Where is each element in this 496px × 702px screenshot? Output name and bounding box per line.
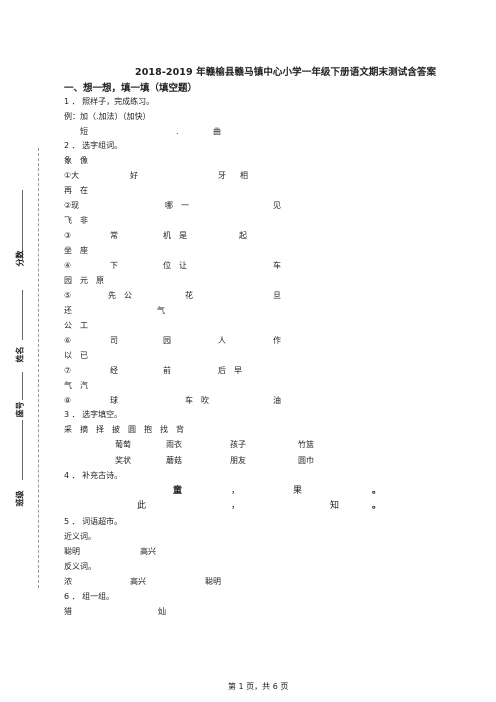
antonym-label: 反义词。	[64, 562, 96, 571]
q2-blank: 司	[110, 336, 118, 345]
q2-blank: 哪 一	[165, 201, 189, 210]
q2-blank: 见	[273, 201, 281, 210]
name-label: 姓名	[15, 346, 25, 363]
q4-poem-punct: ，	[231, 501, 241, 511]
q2-blank: 起	[239, 231, 247, 240]
q4-poem-punct: 。	[372, 486, 382, 496]
q1-item: .	[176, 127, 179, 136]
q4-heading: 4 ． 补充古诗。	[64, 471, 123, 480]
q6-word: 猎	[64, 607, 72, 616]
score-underline	[22, 190, 23, 260]
q5-heading: 5 ． 词语超市。	[64, 517, 123, 526]
q2-blank: 常	[110, 231, 118, 240]
q2-chars: 再 在	[64, 186, 88, 195]
q3-word: 雨衣	[166, 440, 182, 449]
q2-blank: 牙	[218, 171, 226, 180]
q4-poem-punct: ，	[231, 486, 241, 496]
q3-char-list: 采 摘 择 披 圆 抱 找 背	[64, 425, 184, 434]
q2-blank: 后 早	[218, 366, 242, 375]
q6-heading: 6 ． 组一组。	[64, 592, 115, 601]
q2-chars: 气 汽	[64, 381, 88, 390]
q2-blank: 位 让	[163, 261, 187, 270]
q2-chars: 公 工	[64, 321, 88, 330]
synonym-label: 近义词。	[64, 532, 96, 541]
q3-word: 朋友	[230, 456, 246, 465]
antonym-word: 浓	[64, 577, 72, 586]
antonym-word: 高兴	[130, 577, 146, 586]
q3-word: 葡萄	[115, 440, 131, 449]
q4-poem-char: 果	[293, 486, 303, 496]
seat-label: 座号	[15, 401, 25, 418]
binding-line	[38, 148, 39, 588]
synonym-word: 聪明	[64, 547, 80, 556]
q2-blank: 先 公	[108, 291, 132, 300]
q3-word: 奖状	[115, 456, 131, 465]
q4-poem-char: 知	[330, 501, 340, 511]
q3-word: 竹篮	[298, 440, 314, 449]
q2-blank: 油	[273, 396, 281, 405]
q3-word: 蘑菇	[166, 456, 182, 465]
q2-blank: 作	[273, 336, 281, 345]
q2-blank: 前	[163, 366, 171, 375]
antonym-word: 聪明	[205, 577, 221, 586]
q2-blank: ③	[64, 231, 72, 240]
q4-poem-char: 此	[137, 501, 147, 511]
q4-poem-punct: 。	[372, 501, 382, 511]
q1-item: 曲	[213, 127, 221, 136]
q2-chars: 飞 非	[64, 216, 88, 225]
q2-blank: 经	[110, 366, 118, 375]
q3-heading: 3 ． 选字填空。	[64, 410, 123, 419]
q2-blank: 球	[110, 396, 118, 405]
q2-chars: 园 元 原	[64, 276, 104, 285]
name-underline	[22, 290, 23, 340]
q3-word: 圆巾	[298, 456, 314, 465]
q1-example: 例：加（.加法）（加快）	[64, 112, 151, 121]
q2-blank: 人	[218, 336, 226, 345]
class-label: 班级	[15, 490, 25, 507]
q4-poem-char: 童	[173, 486, 183, 496]
q6-word: 灿	[158, 607, 166, 616]
q2-blank: ⑤	[64, 291, 72, 300]
q1-item: 短	[80, 127, 88, 136]
synonym-word: 高兴	[140, 547, 156, 556]
score-label: 分数	[15, 250, 25, 267]
q2-chars: 以 已	[64, 351, 88, 360]
q2-blank: 旦	[273, 291, 281, 300]
q2-blank: ①大	[64, 171, 80, 180]
q3-word: 孩子	[230, 440, 246, 449]
q2-blank: 车	[273, 261, 281, 270]
q2-blank: ⑦	[64, 366, 72, 375]
q2-blank: 下	[110, 261, 118, 270]
q2-blank: ②现	[64, 201, 80, 210]
q2-blank: 气	[157, 306, 165, 315]
q2-blank: 园	[163, 336, 171, 345]
page-title: 2018-2019 年赣榆县赣马镇中心小学一年级下册语文期末测试含答案	[135, 67, 437, 78]
q2-chars: 还	[64, 306, 72, 315]
q2-chars: 坐 座	[64, 246, 88, 255]
q2-chars: 象 像	[64, 156, 88, 165]
q2-heading: 2 ． 选字组词。	[64, 141, 123, 150]
class-underline	[22, 420, 23, 480]
q2-blank: 相	[240, 171, 248, 180]
q2-blank: ⑥	[64, 336, 72, 345]
q1-heading: 1 ． 照样子，完成练习。	[64, 97, 155, 106]
q2-blank: ⑧	[64, 396, 72, 405]
section-heading: 一、想一想，填一填（填空题）	[64, 83, 198, 94]
q2-blank: 机 是	[163, 231, 187, 240]
seat-underline	[22, 372, 23, 400]
q2-blank: 车 吹	[185, 396, 209, 405]
q2-blank: 花	[185, 291, 193, 300]
page-footer: 第 1 页，共 6 页	[228, 682, 289, 691]
q2-blank: ④	[64, 261, 72, 270]
q2-blank: 好	[130, 171, 138, 180]
